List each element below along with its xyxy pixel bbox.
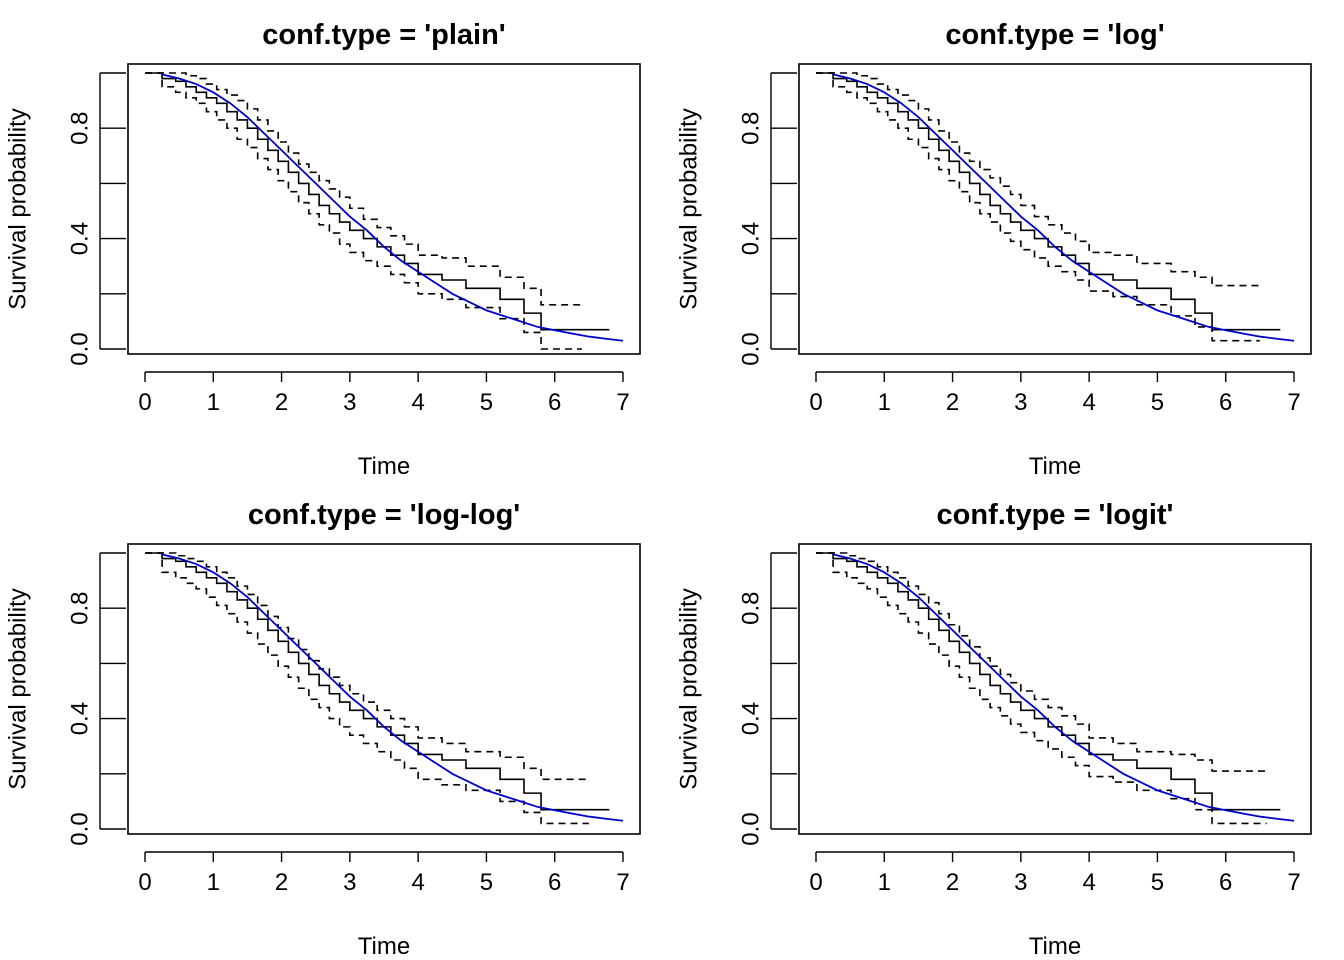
y-tick-label: 0.8	[67, 112, 94, 145]
x-tick-label: 5	[480, 389, 493, 416]
chart-panel-3: conf.type = 'log-log' 0 1 2 3 4 5 6 7 0.0 0.4 0.8 Ti…	[5, 499, 641, 960]
plot-frame	[798, 63, 1312, 355]
x-axis-label: Time	[358, 933, 410, 960]
chart-title: conf.type = 'plain'	[262, 19, 505, 51]
chart-title: conf.type = 'log'	[945, 19, 1164, 51]
confidence-band-line	[145, 72, 583, 350]
x-tick-label: 7	[616, 869, 629, 896]
x-tick-label: 7	[1287, 389, 1300, 416]
y-tick-label: 0.4	[67, 222, 94, 255]
x-tick-label: 0	[809, 389, 822, 416]
y-axis-label: Survival probability	[676, 108, 703, 309]
x-tick-label: 6	[1219, 389, 1232, 416]
confidence-band-line	[816, 552, 1267, 772]
y-tick-label: 0.8	[738, 112, 765, 145]
x-tick-label: 2	[275, 869, 288, 896]
y-tick-label: 0.4	[67, 702, 94, 735]
x-tick-label: 5	[480, 869, 493, 896]
plot-frame	[127, 543, 641, 835]
x-tick-label: 3	[343, 869, 356, 896]
x-tick-label: 5	[1151, 869, 1164, 896]
chart-title: conf.type = 'log-log'	[248, 499, 520, 531]
confidence-band-line	[816, 72, 1260, 287]
kaplan-meier-curve	[145, 552, 610, 811]
y-tick-label: 0.0	[67, 332, 94, 365]
x-tick-label: 2	[275, 389, 288, 416]
y-tick-label: 0.8	[67, 592, 94, 625]
y-tick-label: 0.0	[738, 812, 765, 845]
x-tick-label: 3	[1014, 869, 1027, 896]
chart-panel-2: conf.type = 'log' 0 1 2 3 4 5 6 7 0.0 0.4 0.8 Time Su…	[676, 19, 1312, 480]
x-tick-label: 7	[616, 389, 629, 416]
x-tick-label: 6	[548, 869, 561, 896]
y-axis-label: Survival probability	[5, 108, 32, 309]
x-axis-label: Time	[358, 453, 410, 480]
x-tick-label: 0	[138, 389, 151, 416]
x-tick-label: 1	[207, 389, 220, 416]
kaplan-meier-curve	[816, 72, 1281, 331]
x-axis-label: Time	[1029, 453, 1081, 480]
chart-panel-4: conf.type = 'logit' 0 1 2 3 4 5 6 7 0.0 0.4 0.8 Time…	[676, 499, 1312, 960]
confidence-band-line	[145, 72, 583, 306]
confidence-band-line	[816, 552, 1267, 825]
x-tick-label: 1	[878, 869, 891, 896]
x-tick-label: 7	[1287, 869, 1300, 896]
x-tick-label: 4	[1082, 389, 1095, 416]
y-tick-label: 0.0	[67, 812, 94, 845]
kaplan-meier-curve	[816, 552, 1281, 811]
x-tick-label: 6	[1219, 869, 1232, 896]
y-axis-label: Survival probability	[5, 588, 32, 789]
plot-frame	[127, 63, 641, 355]
confidence-band-line	[816, 72, 1260, 342]
fitted-survival-curve	[161, 73, 624, 342]
chart-title: conf.type = 'logit'	[937, 499, 1174, 531]
y-axis-label: Survival probability	[676, 588, 703, 789]
kaplan-meier-curve	[145, 72, 610, 331]
confidence-band-line	[145, 552, 589, 781]
x-tick-label: 3	[1014, 389, 1027, 416]
x-tick-label: 4	[411, 389, 424, 416]
x-tick-label: 5	[1151, 389, 1164, 416]
x-tick-label: 1	[207, 869, 220, 896]
x-tick-label: 0	[138, 869, 151, 896]
y-tick-label: 0.0	[738, 332, 765, 365]
y-tick-label: 0.4	[738, 702, 765, 735]
plot-frame	[798, 543, 1312, 835]
x-tick-label: 4	[411, 869, 424, 896]
y-tick-label: 0.8	[738, 592, 765, 625]
x-tick-label: 2	[946, 869, 959, 896]
x-tick-label: 6	[548, 389, 561, 416]
fitted-survival-curve	[161, 553, 624, 822]
fitted-survival-curve	[832, 73, 1295, 342]
x-tick-label: 3	[343, 389, 356, 416]
chart-panel-1: conf.type = 'plain' 0 1 2 3 4 5 6 7 0.0 0.4 0.8 Time…	[5, 19, 641, 480]
x-tick-label: 4	[1082, 869, 1095, 896]
fitted-survival-curve	[832, 553, 1295, 822]
x-axis-label: Time	[1029, 933, 1081, 960]
x-tick-label: 2	[946, 389, 959, 416]
confidence-band-line	[145, 552, 589, 825]
x-tick-label: 0	[809, 869, 822, 896]
y-tick-label: 0.4	[738, 222, 765, 255]
x-tick-label: 1	[878, 389, 891, 416]
